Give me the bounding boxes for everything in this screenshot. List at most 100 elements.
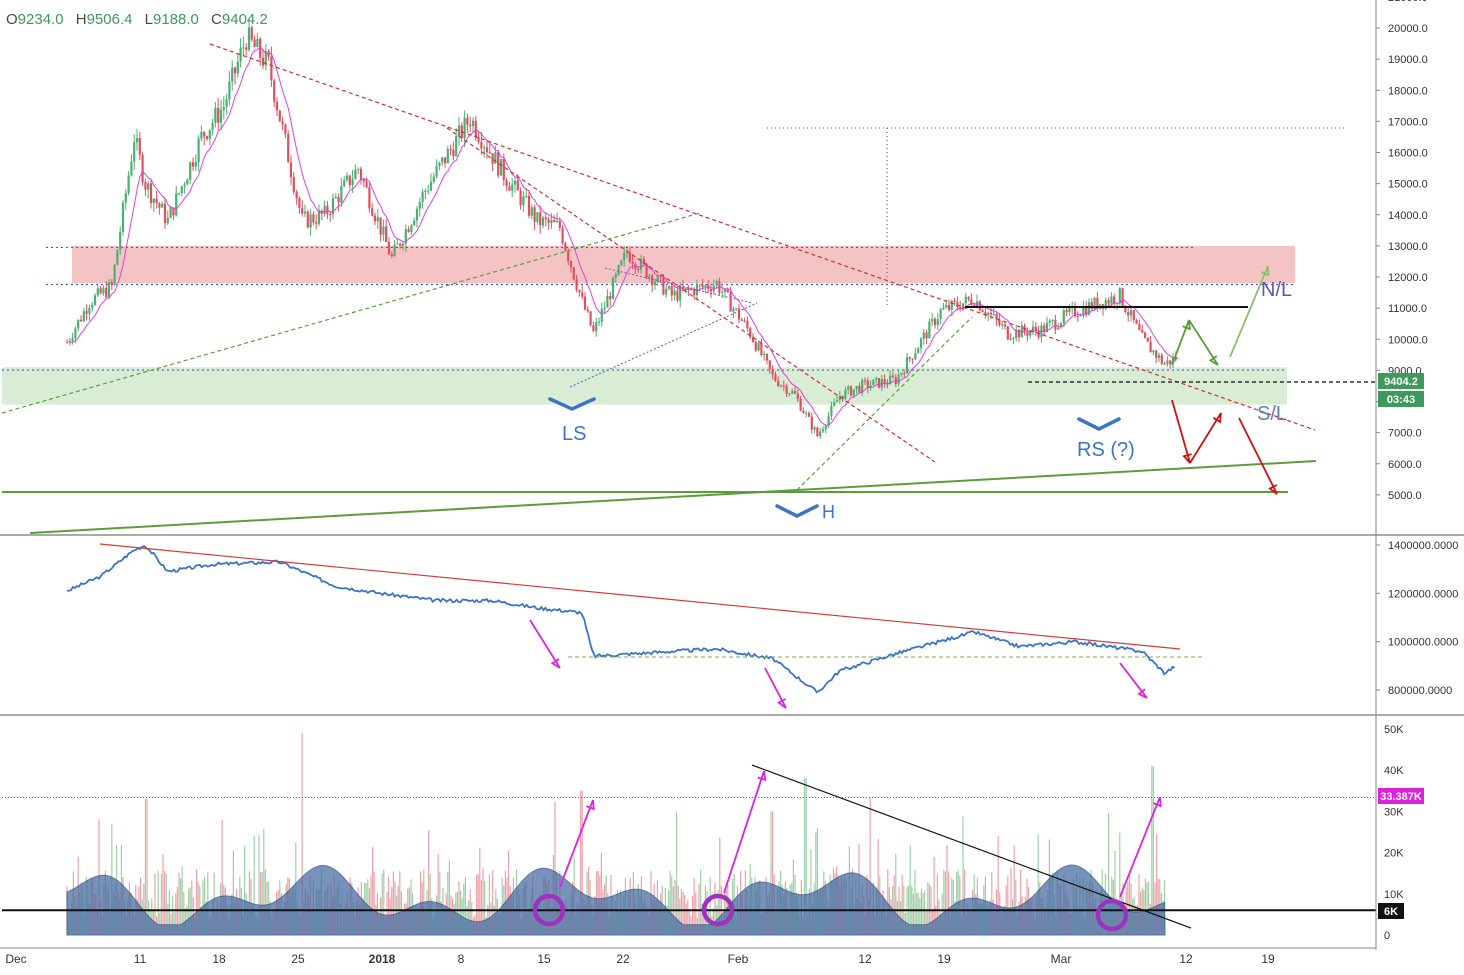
- candle-body: [121, 202, 125, 232]
- candle-body: [827, 415, 830, 426]
- candle-body: [1059, 323, 1063, 328]
- volume-arrow-magenta-head: [1153, 796, 1162, 808]
- candle-body: [547, 219, 550, 223]
- projection-arrow-red-head: [1212, 412, 1222, 424]
- candle-body: [505, 180, 508, 187]
- candle-body: [189, 162, 192, 180]
- candle-body: [1015, 329, 1018, 339]
- obv-tick-label: 1200000.0000: [1388, 588, 1458, 600]
- candle-body: [1082, 306, 1085, 316]
- candle-body: [250, 27, 253, 40]
- candle-body: [351, 179, 354, 186]
- candle-body: [628, 252, 631, 263]
- price-tick-label: 11000.0: [1388, 303, 1427, 315]
- candle-body: [348, 175, 351, 186]
- candle-body: [340, 186, 343, 203]
- candle-body: [93, 295, 97, 305]
- candle-body: [508, 186, 511, 191]
- candle-body: [373, 215, 377, 222]
- candle-body: [987, 312, 990, 315]
- candle-body: [835, 400, 839, 403]
- baseline-tag: 6K: [1384, 906, 1398, 918]
- candle-body: [597, 321, 601, 323]
- candle-body: [317, 210, 321, 224]
- projection-arrow-red-head: [1268, 484, 1278, 495]
- price-tick-label: 10000.0: [1388, 334, 1428, 346]
- candle-body: [387, 241, 391, 255]
- candle-body: [1062, 310, 1065, 324]
- candle-body: [127, 175, 130, 194]
- candle-body: [569, 261, 573, 268]
- candle-body: [897, 374, 900, 385]
- candle-body: [441, 157, 444, 163]
- candle-body: [911, 358, 914, 360]
- candle-body: [469, 124, 472, 127]
- x-tick-label: 25: [291, 952, 305, 966]
- candle-body: [567, 250, 570, 262]
- candle-body: [1107, 300, 1110, 304]
- projection-arrow-red: [1189, 412, 1222, 464]
- candle-body: [886, 383, 889, 385]
- projection-arrow-red: [1238, 417, 1278, 495]
- candle-body: [362, 179, 365, 182]
- candle-body: [1003, 324, 1007, 327]
- candle-body: [586, 309, 589, 312]
- candle-body: [880, 379, 883, 388]
- candle-body: [309, 214, 312, 228]
- volume-highlight-circle: [701, 893, 735, 927]
- candle-body: [334, 196, 337, 199]
- candle-body: [603, 307, 606, 309]
- candle-body: [1115, 303, 1119, 305]
- obv-tick-label: 1400000.0000: [1388, 540, 1458, 552]
- projection-arrow-red-head: [1182, 453, 1192, 464]
- candle-body: [158, 203, 161, 208]
- candle-body: [981, 310, 984, 313]
- candle-body: [396, 243, 399, 245]
- candle-body: [1160, 355, 1163, 364]
- label-left-shoulder: LS: [562, 423, 586, 445]
- candle-body: [614, 274, 617, 278]
- candle-body: [1127, 311, 1130, 316]
- candle-body: [480, 141, 483, 149]
- volume-tick-label: 10K: [1384, 889, 1404, 901]
- candle-body: [583, 296, 587, 310]
- obv-tick-label: 1000000.0000: [1388, 637, 1458, 649]
- head-chevron: [775, 504, 819, 518]
- candle-body: [91, 304, 94, 308]
- candle-body: [71, 338, 74, 341]
- candle-body: [357, 168, 360, 170]
- candle-body: [113, 265, 116, 285]
- candle-body: [77, 319, 80, 329]
- candle-body: [298, 198, 301, 209]
- candle-body: [667, 286, 671, 289]
- candle-body: [135, 138, 139, 143]
- obv-line: [66, 545, 1176, 694]
- candle-body: [295, 191, 298, 199]
- candle-body: [432, 176, 435, 182]
- candle-body: [365, 181, 368, 188]
- candle-body: [572, 267, 575, 280]
- candle-body: [1166, 360, 1169, 365]
- candle-body: [527, 196, 531, 216]
- candle-body: [807, 413, 811, 417]
- candle-body: [1051, 320, 1054, 322]
- candle-body: [435, 165, 438, 177]
- candle-body: [217, 107, 220, 123]
- candle-body: [1163, 363, 1166, 365]
- candle-body: [368, 187, 371, 209]
- x-tick-label: Mar: [1051, 952, 1072, 966]
- candle-body: [659, 275, 662, 278]
- candle-body: [385, 226, 388, 242]
- candle-body: [802, 410, 805, 414]
- x-tick-label: 19: [937, 952, 951, 966]
- candle-body: [651, 275, 654, 285]
- obv-trendline-red: [99, 543, 1181, 650]
- candle-body: [68, 340, 71, 343]
- candle-body: [637, 268, 640, 270]
- candle-body: [233, 67, 237, 74]
- candle-body: [875, 378, 878, 380]
- candle-body: [499, 158, 503, 176]
- candle-body: [116, 249, 119, 266]
- open-label: O: [6, 11, 18, 28]
